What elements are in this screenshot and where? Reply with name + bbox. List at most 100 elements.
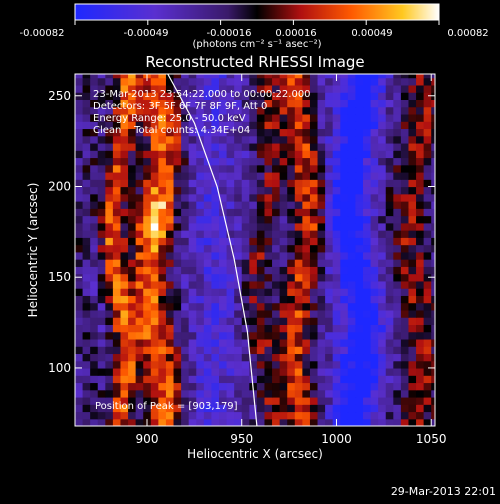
heatmap-cell bbox=[90, 179, 99, 188]
heatmap-cell bbox=[416, 99, 425, 108]
heatmap-cell bbox=[332, 135, 341, 144]
heatmap-cell bbox=[181, 266, 190, 275]
heatmap-cell bbox=[363, 331, 372, 340]
heatmap-cell bbox=[431, 193, 435, 202]
heatmap-cell bbox=[332, 273, 341, 282]
heatmap-cell bbox=[347, 346, 357, 355]
heatmap-cell bbox=[90, 251, 99, 260]
heatmap-cell bbox=[241, 77, 250, 86]
heatmap-cell bbox=[332, 389, 341, 398]
heatmap-cell bbox=[150, 259, 159, 267]
heatmap-cell bbox=[294, 273, 303, 282]
heatmap-cell bbox=[256, 142, 266, 151]
heatmap-cell bbox=[347, 309, 357, 318]
heatmap-cell bbox=[431, 404, 435, 413]
heatmap-cell bbox=[363, 237, 372, 246]
heatmap-cell bbox=[378, 230, 387, 238]
heatmap-cell bbox=[385, 353, 394, 362]
heatmap-cell bbox=[82, 396, 91, 405]
heatmap-cell bbox=[363, 171, 372, 180]
heatmap-cell bbox=[97, 193, 106, 202]
heatmap-cell bbox=[272, 106, 281, 115]
heatmap-cell bbox=[128, 99, 137, 108]
heatmap-cell bbox=[135, 404, 144, 413]
heatmap-cell bbox=[173, 171, 182, 180]
heatmap-cell bbox=[294, 404, 303, 413]
heatmap-cell bbox=[135, 106, 144, 115]
heatmap-cell bbox=[181, 74, 190, 79]
heatmap-cell bbox=[158, 179, 167, 188]
heatmap-cell bbox=[400, 186, 410, 195]
heatmap-cell bbox=[400, 309, 410, 318]
heatmap-cell bbox=[309, 128, 319, 137]
heatmap-cell bbox=[75, 186, 84, 195]
heatmap-cell bbox=[264, 135, 273, 144]
heatmap-cell bbox=[370, 360, 379, 369]
heatmap-cell bbox=[294, 280, 303, 289]
heatmap-cell bbox=[340, 135, 349, 144]
heatmap-cell bbox=[211, 375, 220, 384]
heatmap-cell bbox=[135, 237, 144, 246]
heatmap-cell bbox=[363, 157, 372, 166]
heatmap-cell bbox=[256, 273, 266, 282]
heatmap-cell bbox=[135, 142, 144, 151]
heatmap-cell bbox=[120, 331, 129, 340]
heatmap-cell bbox=[431, 353, 435, 362]
heatmap-cell bbox=[241, 135, 250, 144]
heatmap-cell bbox=[219, 106, 228, 115]
heatmap-cell bbox=[370, 317, 379, 325]
heatmap-cell bbox=[317, 389, 326, 398]
heatmap-cell bbox=[370, 164, 379, 173]
heatmap-cell bbox=[112, 84, 122, 93]
heatmap-cell bbox=[408, 280, 417, 289]
heatmap-cell bbox=[196, 106, 205, 115]
heatmap-cell bbox=[188, 113, 197, 122]
heatmap-cell bbox=[378, 222, 387, 231]
heatmap-cell bbox=[173, 404, 182, 413]
heatmap-cell bbox=[143, 302, 152, 311]
heatmap-cell bbox=[279, 179, 288, 188]
heatmap-cell bbox=[196, 171, 205, 180]
heatmap-cell bbox=[150, 193, 159, 202]
heatmap-cell bbox=[143, 280, 152, 289]
heatmap-cell bbox=[82, 367, 91, 376]
heatmap-cell bbox=[393, 121, 402, 130]
heatmap-cell bbox=[219, 128, 228, 137]
heatmap-cell bbox=[234, 208, 243, 217]
heatmap-cell bbox=[287, 84, 296, 93]
heatmap-cell bbox=[408, 324, 417, 333]
heatmap-cell bbox=[431, 251, 435, 260]
heatmap-cell bbox=[150, 201, 159, 209]
heatmap-cell bbox=[423, 251, 432, 260]
heatmap-cell bbox=[75, 324, 84, 333]
heatmap-cell bbox=[97, 237, 106, 246]
heatmap-cell bbox=[211, 99, 220, 108]
heatmap-cell bbox=[416, 193, 425, 202]
heatmap-cell bbox=[287, 346, 296, 355]
x-tick-label: 950 bbox=[230, 432, 253, 446]
heatmap-cell bbox=[279, 193, 288, 202]
heatmap-cell bbox=[393, 237, 402, 246]
heatmap-cell bbox=[393, 186, 402, 195]
heatmap-cell bbox=[188, 164, 197, 173]
heatmap-cell bbox=[226, 113, 235, 122]
heatmap-cell bbox=[317, 142, 326, 151]
heatmap-cell bbox=[355, 164, 364, 173]
heatmap-cell bbox=[203, 128, 213, 137]
heatmap-cell bbox=[181, 150, 190, 159]
heatmap-cell bbox=[423, 150, 432, 159]
heatmap-cell bbox=[188, 273, 197, 282]
heatmap-cell bbox=[416, 389, 425, 398]
heatmap-cell bbox=[211, 150, 220, 159]
heatmap-cell bbox=[416, 142, 425, 151]
heatmap-cell bbox=[385, 375, 394, 384]
heatmap-cell bbox=[309, 288, 319, 296]
heatmap-cell bbox=[294, 74, 303, 79]
heatmap-cell bbox=[385, 346, 394, 355]
heatmap-cell bbox=[256, 135, 266, 144]
heatmap-cell bbox=[272, 353, 281, 362]
heatmap-cell bbox=[347, 193, 357, 202]
heatmap-cell bbox=[150, 367, 159, 376]
heatmap-cell bbox=[416, 317, 425, 325]
heatmap-cell bbox=[279, 222, 288, 231]
